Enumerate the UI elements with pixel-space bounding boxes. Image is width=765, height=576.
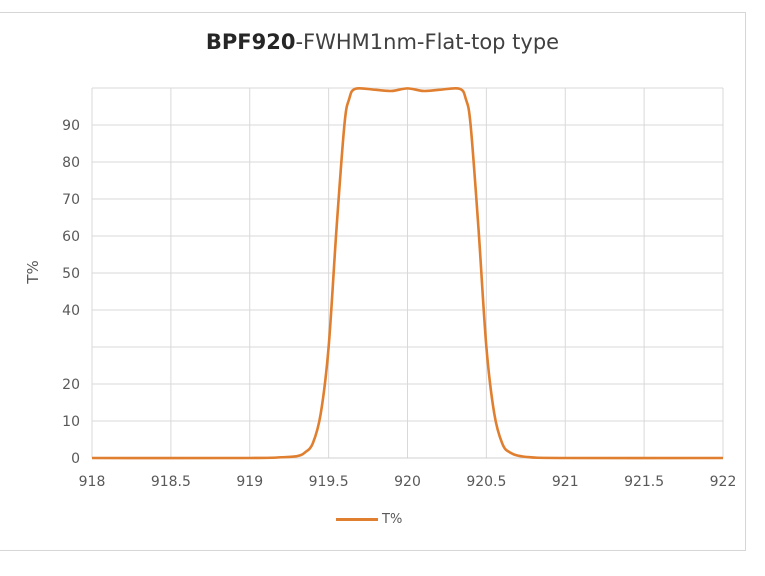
x-tick-label: 921.5 <box>624 474 664 490</box>
y-tick-label: 90 <box>62 118 80 134</box>
x-tick-label: 921 <box>552 474 579 490</box>
legend: T% <box>336 512 402 527</box>
legend-line-icon <box>336 518 378 521</box>
chart-title-rest: -FWHM1nm-Flat-top type <box>295 30 560 54</box>
x-tick-label: 920 <box>394 474 421 490</box>
chart-title: BPF920-FWHM1nm-Flat-top type <box>0 30 765 54</box>
y-tick-label: 80 <box>62 155 80 171</box>
legend-label: T% <box>382 512 403 527</box>
y-tick-label: 50 <box>62 266 80 282</box>
y-tick-label: 40 <box>62 303 80 319</box>
y-tick-label: 60 <box>62 229 80 245</box>
x-tick-label: 920.5 <box>466 474 506 490</box>
y-axis-label: T% <box>24 260 42 284</box>
x-tick-label: 922 <box>710 474 737 490</box>
x-tick-label: 919 <box>236 474 263 490</box>
y-tick-label: 20 <box>62 377 80 393</box>
series-line <box>91 86 724 460</box>
chart-frame <box>0 12 746 551</box>
x-tick-label: 918 <box>79 474 106 490</box>
x-tick-label: 919.5 <box>309 474 349 490</box>
y-tick-label: 0 <box>71 451 80 467</box>
y-tick-label: 70 <box>62 192 80 208</box>
y-tick-label: 10 <box>62 414 80 430</box>
chart-title-bold: BPF920 <box>205 30 296 54</box>
x-tick-label: 918.5 <box>151 474 191 490</box>
